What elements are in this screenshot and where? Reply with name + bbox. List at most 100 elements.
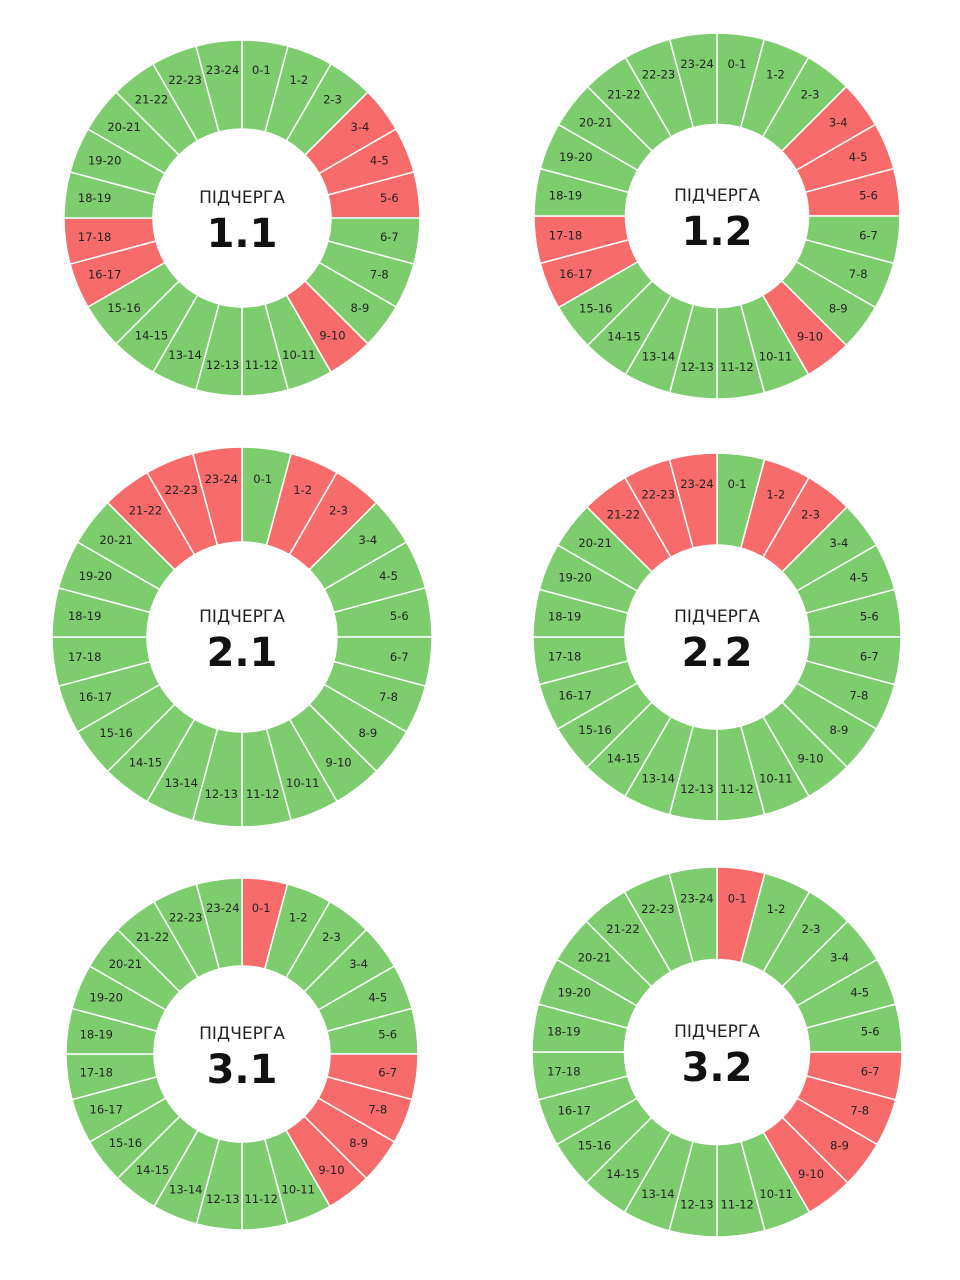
hour-label: 9-10 bbox=[318, 1163, 344, 1177]
hour-label: 12-13 bbox=[205, 787, 238, 801]
hour-label: 3-4 bbox=[351, 120, 370, 134]
hour-label: 8-9 bbox=[349, 1136, 368, 1150]
hour-label: 1-2 bbox=[289, 911, 308, 925]
hour-label: 2-3 bbox=[801, 508, 820, 522]
hour-label: 0-1 bbox=[252, 901, 271, 915]
hour-label: 18-19 bbox=[549, 189, 582, 203]
chart-title: 3.1 bbox=[207, 1047, 278, 1093]
segment-23-24-off bbox=[191, 446, 243, 547]
hour-label: 2-3 bbox=[802, 922, 821, 936]
hour-label: 5-6 bbox=[860, 609, 879, 623]
hour-label: 0-1 bbox=[728, 891, 747, 905]
hour-label: 21-22 bbox=[135, 93, 168, 107]
hour-label: 7-8 bbox=[370, 267, 389, 281]
hour-label: 3-4 bbox=[349, 957, 368, 971]
hour-label: 13-14 bbox=[641, 1187, 674, 1201]
hour-label: 20-21 bbox=[578, 536, 611, 550]
hour-label: 16-17 bbox=[88, 267, 121, 281]
hour-label: 4-5 bbox=[849, 150, 868, 164]
hour-label: 8-9 bbox=[358, 726, 377, 740]
donut-chart-1.2: 0-1 1-2 2-3 3-4 4-5 5-6 6-7 7-8 8-9 9-10 10-11 11-1… bbox=[533, 32, 901, 400]
hour-label: 4-5 bbox=[368, 990, 387, 1004]
hour-label: 17-18 bbox=[548, 650, 581, 664]
hour-label: 8-9 bbox=[351, 301, 370, 315]
hour-label: 20-21 bbox=[99, 533, 132, 547]
hour-label: 17-18 bbox=[80, 1066, 113, 1080]
hour-label: 10-11 bbox=[759, 771, 792, 785]
hour-label: 9-10 bbox=[319, 328, 345, 342]
hour-label: 14-15 bbox=[606, 1167, 639, 1181]
hour-label: 23-24 bbox=[206, 63, 239, 77]
hour-label: 9-10 bbox=[798, 1167, 824, 1181]
hour-label: 23-24 bbox=[680, 477, 713, 491]
hour-label: 15-16 bbox=[578, 1139, 611, 1153]
chart-caption: ПІДЧЕРГА bbox=[674, 1022, 760, 1042]
donut-chart-2.1: 0-1 1-2 2-3 3-4 4-5 5-6 6-7 7-8 8-9 9-10 10-11 11-1… bbox=[51, 446, 433, 828]
hour-label: 18-19 bbox=[80, 1027, 113, 1041]
hour-label: 16-17 bbox=[559, 267, 592, 281]
chart-title: 1.2 bbox=[682, 209, 753, 255]
hour-label: 21-22 bbox=[136, 930, 169, 944]
hour-label: 2-3 bbox=[322, 930, 341, 944]
hour-label: 2-3 bbox=[323, 93, 342, 107]
hour-label: 13-14 bbox=[169, 1182, 202, 1196]
donut-chart-3.2: 0-1 1-2 2-3 3-4 4-5 5-6 6-7 7-8 8-9 9-10 10-11 11-1… bbox=[531, 866, 903, 1238]
chart-title: 1.1 bbox=[207, 211, 278, 257]
hour-label: 10-11 bbox=[759, 1187, 792, 1201]
hour-label: 6-7 bbox=[390, 650, 409, 664]
hour-label: 23-24 bbox=[680, 57, 713, 71]
hour-label: 14-15 bbox=[136, 1163, 169, 1177]
segment-23-24-on bbox=[195, 877, 243, 970]
hour-label: 18-19 bbox=[547, 1024, 580, 1038]
hour-label: 6-7 bbox=[859, 228, 878, 242]
hour-label: 11-12 bbox=[246, 787, 279, 801]
hour-label: 8-9 bbox=[829, 302, 848, 316]
hour-label: 9-10 bbox=[326, 755, 352, 769]
hour-label: 13-14 bbox=[168, 348, 201, 362]
hour-label: 8-9 bbox=[830, 1139, 849, 1153]
hour-label: 4-5 bbox=[850, 985, 869, 999]
hour-label: 0-1 bbox=[728, 477, 747, 491]
hour-label: 9-10 bbox=[797, 751, 823, 765]
hour-label: 17-18 bbox=[68, 650, 101, 664]
hour-label: 4-5 bbox=[850, 571, 869, 585]
hour-label: 12-13 bbox=[680, 1198, 713, 1212]
hour-label: 17-18 bbox=[78, 230, 111, 244]
hour-label: 5-6 bbox=[378, 1027, 397, 1041]
hour-label: 19-20 bbox=[90, 990, 123, 1004]
hour-label: 6-7 bbox=[860, 650, 879, 664]
hour-label: 6-7 bbox=[861, 1065, 880, 1079]
hour-label: 11-12 bbox=[245, 358, 278, 372]
hour-label: 16-17 bbox=[90, 1103, 123, 1117]
hour-label: 21-22 bbox=[129, 504, 162, 518]
hour-label: 3-4 bbox=[358, 533, 377, 547]
hour-label: 15-16 bbox=[579, 302, 612, 316]
hour-label: 23-24 bbox=[205, 472, 238, 486]
hour-label: 21-22 bbox=[606, 922, 639, 936]
hour-label: 15-16 bbox=[99, 726, 132, 740]
hour-label: 19-20 bbox=[559, 150, 592, 164]
hour-label: 15-16 bbox=[109, 1136, 142, 1150]
hour-label: 20-21 bbox=[579, 115, 612, 129]
hour-label: 20-21 bbox=[107, 120, 140, 134]
hour-label: 18-19 bbox=[68, 609, 101, 623]
hour-label: 7-8 bbox=[849, 267, 868, 281]
hour-label: 22-23 bbox=[165, 483, 198, 497]
segment-23-24-on bbox=[668, 32, 718, 129]
hour-label: 8-9 bbox=[829, 723, 848, 737]
hour-label: 4-5 bbox=[379, 569, 398, 583]
hour-label: 3-4 bbox=[829, 536, 848, 550]
chart-caption: ПІДЧЕРГА bbox=[199, 1024, 285, 1044]
segment-23-24-off bbox=[668, 452, 718, 550]
hour-label: 22-23 bbox=[641, 488, 674, 502]
hour-label: 11-12 bbox=[720, 782, 753, 796]
hour-label: 5-6 bbox=[861, 1024, 880, 1038]
hour-label: 16-17 bbox=[558, 1104, 591, 1118]
hour-label: 5-6 bbox=[380, 191, 399, 205]
donut-chart-2.2: 0-1 1-2 2-3 3-4 4-5 5-6 6-7 7-8 8-9 9-10 10-11 11-1… bbox=[532, 452, 902, 822]
hour-label: 22-23 bbox=[641, 902, 674, 916]
hour-label: 22-23 bbox=[642, 67, 675, 81]
donut-chart-1.1: 0-1 1-2 2-3 3-4 4-5 5-6 6-7 7-8 8-9 9-10 10-11 11-1… bbox=[63, 39, 421, 397]
